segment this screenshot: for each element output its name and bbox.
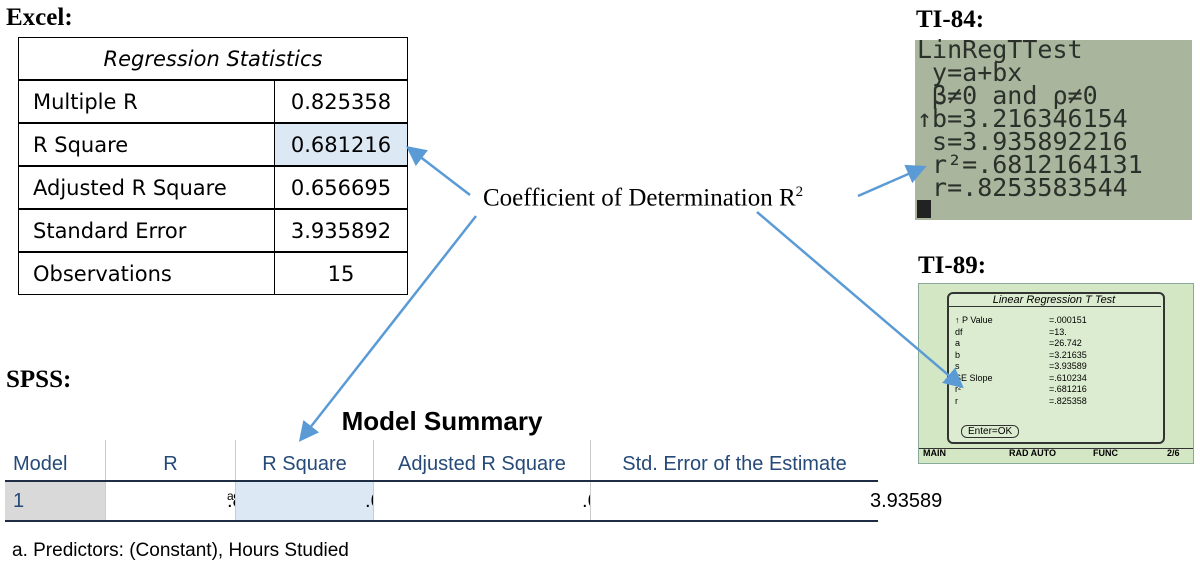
ti89-key: b — [955, 349, 961, 360]
arrow — [406, 145, 471, 196]
cursor — [917, 200, 931, 218]
spss-label: SPSS: — [6, 366, 72, 393]
excel-value-cell: 0.825358 — [274, 80, 408, 123]
ti89-key: ↑ P Value — [955, 315, 993, 325]
excel-value-cell: 0.656695 — [274, 166, 408, 209]
rule — [5, 480, 878, 482]
ti89-value: =.825358 — [1049, 395, 1087, 406]
annotation-sup: 2 — [795, 184, 804, 200]
ti89-label: TI-89: — [918, 252, 987, 279]
ti84-line: ↑b=3.216346154 — [917, 104, 1128, 133]
ti89-key: s — [955, 361, 960, 371]
ti84-screen: LinRegTTest y=a+bx β≠0 and ρ≠0 ↑b=3.21634… — [915, 35, 1192, 220]
ti89-value: =26.742 — [1049, 338, 1082, 348]
ti89-value: =3.21635 — [1049, 349, 1087, 360]
excel-label-cell: Adjusted R Square — [18, 166, 275, 209]
dialog-title: Linear Regression T Test — [947, 294, 1161, 307]
annotation: Coefficient of Determination R2 — [483, 184, 803, 212]
spss-header: Model — [13, 453, 68, 475]
spss-value: 1 — [13, 490, 25, 512]
status-item: FUNC — [1093, 448, 1118, 458]
ti89-key: a — [955, 338, 961, 348]
status-item: MAIN — [923, 448, 946, 458]
spss-header: R — [105, 440, 235, 480]
spss-header: Adjusted R Square — [373, 440, 590, 480]
excel-label-cell: Standard Error — [18, 209, 275, 252]
arrow — [298, 215, 477, 442]
spss-sup: a — [227, 489, 234, 503]
ti89-value: =3.93589 — [1049, 361, 1087, 371]
excel-label-cell: R Square — [18, 123, 275, 166]
spss-footnote: a. Predictors: (Constant), Hours Studied — [12, 540, 349, 561]
status-bar — [919, 448, 1193, 463]
dialog — [947, 292, 1165, 444]
ti84-line: r²=.6812164131 — [917, 150, 1143, 179]
ti84-line: β≠0 and ρ≠0 — [917, 81, 1098, 110]
ti89-value: =.000151 — [1049, 315, 1087, 325]
ti89-key: r — [955, 395, 958, 406]
excel-label-cell: Observations — [18, 252, 275, 295]
excel-value-cell: 15 — [274, 252, 408, 295]
ti89-screen: Linear Regression T Test Enter=OK ↑ P Va… — [918, 283, 1194, 464]
ok-button[interactable]: Enter=OK — [961, 425, 1020, 438]
excel-value-cell: 0.681216 — [274, 123, 408, 166]
spss-header: Std. Error of the Estimate — [590, 440, 878, 480]
annotation-text: Coefficient of Determination R — [483, 184, 796, 212]
arrow — [756, 211, 964, 389]
ti84-line: r=.8253583544 — [917, 173, 1128, 202]
status-item: RAD AUTO — [1009, 448, 1056, 458]
ti89-value: =.681216 — [1049, 384, 1087, 394]
ti84-line: s=3.935892216 — [917, 127, 1128, 156]
excel-table-title: Regression Statistics — [18, 37, 408, 80]
excel-label-cell: Multiple R — [18, 80, 275, 123]
excel-label: Excel: — [6, 4, 73, 31]
ti84-line: y=a+bx — [917, 58, 1023, 87]
ti89-value: =.610234 — [1049, 372, 1087, 383]
rule — [5, 520, 878, 522]
ti89-key: df — [955, 326, 963, 337]
spss-cell: 3.93589 — [590, 482, 942, 520]
ti89-key: r² — [955, 384, 961, 394]
ti84-line: LinRegTTest — [917, 35, 1083, 64]
status-item: 2/6 — [1167, 448, 1180, 458]
spss-header: R Square — [235, 440, 373, 480]
arrow — [857, 164, 927, 198]
spss-cell: 1 — [5, 482, 105, 520]
excel-value-cell: 3.935892 — [274, 209, 408, 252]
spss-value: 3.93589 — [870, 490, 943, 512]
ti84-label: TI-84: — [916, 6, 985, 33]
spss-title: Model Summary — [341, 406, 543, 436]
ti89-value: =13. — [1049, 326, 1067, 337]
